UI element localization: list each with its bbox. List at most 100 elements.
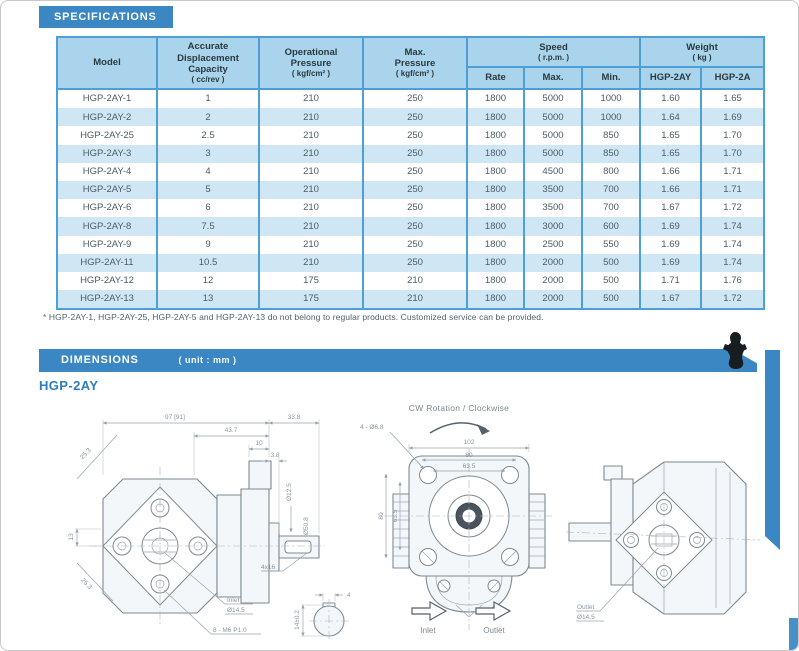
cell-smax: 2000	[523, 253, 583, 272]
table-row: HGP-2AY-1 1 210 250 1800 5000 1000 1.60 1.65	[56, 89, 766, 109]
cell-maxp: 250	[362, 199, 468, 218]
cell-w2ay: 1.67	[639, 290, 703, 311]
cell-op: 210	[258, 217, 364, 236]
cell-smax: 3000	[523, 217, 583, 236]
col-header-min: Min.	[580, 66, 642, 90]
col-header-hgp2ay: HGP-2AY	[639, 66, 703, 90]
cell-op: 175	[258, 290, 364, 311]
cell-smin: 550	[580, 235, 642, 254]
cell-w2a: 1.71	[700, 162, 766, 181]
cell-rate: 1800	[466, 180, 525, 200]
cell-cap: 10.5	[156, 253, 260, 272]
cell-smax: 5000	[523, 108, 583, 127]
label-outlet-port: Outlet	[577, 604, 595, 611]
dim-port-width: 3.8	[270, 452, 279, 459]
cell-w2ay: 1.65	[639, 144, 703, 163]
cell-smin: 850	[580, 144, 642, 163]
col-header-weight: Weight( kg )	[639, 36, 766, 68]
table-row: HGP-2AY-5 5 210 250 1800 3500 700 1.66 1.71	[56, 180, 766, 200]
cell-smax: 2500	[523, 235, 583, 254]
cell-smin: 1000	[580, 108, 642, 127]
cell-model: HGP-2AY-25	[56, 126, 158, 145]
cell-op: 210	[258, 199, 364, 218]
label-mount-holes: 8 - M6 P1.0	[213, 627, 247, 634]
cw-rotation-arrow-icon	[429, 422, 490, 435]
side-view-drawing: 97 [91] 33.8 43.7 10 3.8 Ø12.5 Ø50.8 25.…	[68, 414, 325, 635]
cell-model: HGP-2AY-12	[56, 271, 158, 291]
cell-smax: 4500	[523, 162, 583, 181]
dim-key-width: 4	[347, 592, 351, 599]
label-corner-holes: 4 - Ø6.8	[360, 424, 384, 431]
cell-op: 210	[258, 144, 364, 163]
cell-w2ay: 1.69	[639, 217, 703, 236]
cell-maxp: 250	[362, 217, 468, 236]
cell-maxp: 250	[362, 235, 468, 254]
cell-w2a: 1.74	[700, 235, 766, 254]
cell-smax: 2000	[523, 290, 583, 311]
inlet-arrow-icon	[411, 600, 448, 622]
shaft-key-detail-drawing: 4 14±0.2	[294, 592, 351, 641]
dim-bolt-span-h: 80	[465, 452, 473, 459]
cell-cap: 2.5	[156, 126, 260, 145]
cell-smax: 5000	[523, 89, 583, 109]
cell-smin: 1000	[580, 89, 642, 109]
dim-corner-top: 25.3	[79, 447, 93, 461]
cell-smin: 500	[580, 271, 642, 291]
cell-op: 210	[258, 108, 364, 127]
cell-maxp: 250	[362, 180, 468, 200]
cell-w2a: 1.71	[700, 180, 766, 200]
label-inlet-diameter: Ø14.5	[227, 607, 245, 614]
specifications-title: SPECIFICATIONS	[54, 11, 157, 23]
dimensions-unit-label: ( unit : mm )	[178, 355, 237, 365]
cell-w2a: 1.70	[700, 144, 766, 163]
dim-body-length: 43.7	[225, 427, 238, 434]
cell-cap: 2	[156, 108, 260, 127]
cell-w2ay: 1.67	[639, 199, 703, 218]
inlet-arrow-label: Inlet	[420, 626, 436, 635]
cell-maxp: 210	[362, 271, 468, 291]
cell-rate: 1800	[466, 199, 525, 218]
cell-cap: 13	[156, 290, 260, 311]
cell-w2ay: 1.69	[639, 253, 703, 272]
col-header-model: Model	[56, 36, 158, 90]
cell-op: 210	[258, 235, 364, 254]
cell-w2ay: 1.66	[639, 180, 703, 200]
cell-model: HGP-2AY-6	[56, 199, 158, 218]
cell-rate: 1800	[466, 271, 525, 291]
outlet-arrow-icon	[475, 600, 512, 622]
table-row: HGP-2AY-3 3 210 250 1800 5000 850 1.65 1.70	[56, 144, 766, 163]
cell-w2a: 1.70	[700, 126, 766, 145]
cell-w2ay: 1.69	[639, 235, 703, 254]
dim-flange-width: 102	[464, 439, 475, 446]
dim-bolt-span-v: 80	[378, 512, 385, 520]
cell-smin: 600	[580, 217, 642, 236]
cell-model: HGP-2AY-9	[56, 235, 158, 254]
cell-cap: 12	[156, 271, 260, 291]
label-outlet-diameter: Ø14.5	[577, 614, 595, 621]
cell-maxp: 210	[362, 290, 468, 311]
cell-w2a: 1.76	[700, 271, 766, 291]
cell-rate: 1800	[466, 290, 525, 311]
cell-maxp: 250	[362, 89, 468, 109]
col-header-max-pressure: Max. Pressure( kgf/cm² )	[362, 36, 468, 90]
header-sub-row: Rate Max. Min. HGP-2AY HGP-2A	[57, 66, 766, 90]
cell-model: HGP-2AY-13	[56, 290, 158, 311]
cell-w2a: 1.69	[700, 108, 766, 127]
model-heading: HGP-2AY	[39, 378, 99, 393]
cell-w2ay: 1.71	[639, 271, 703, 291]
cell-cap: 3	[156, 144, 260, 163]
cell-op: 210	[258, 126, 364, 145]
cell-rate: 1800	[466, 144, 525, 163]
side-accent-bar	[765, 350, 780, 550]
cell-smin: 700	[580, 199, 642, 218]
cell-smax: 5000	[523, 126, 583, 145]
cell-w2a: 1.74	[700, 217, 766, 236]
specifications-table: Model Accurate Displacement Capacity( cc…	[56, 36, 766, 311]
table-row: HGP-2AY-8 7.5 210 250 1800 3000 600 1.69 1.74	[56, 217, 766, 236]
dim-port-offset: 10	[255, 440, 263, 447]
dim-corner-bottom: 25.3	[79, 577, 93, 591]
cell-smax: 2000	[523, 271, 583, 291]
cell-w2ay: 1.64	[639, 108, 703, 127]
cell-rate: 1800	[466, 162, 525, 181]
cell-smin: 500	[580, 253, 642, 272]
